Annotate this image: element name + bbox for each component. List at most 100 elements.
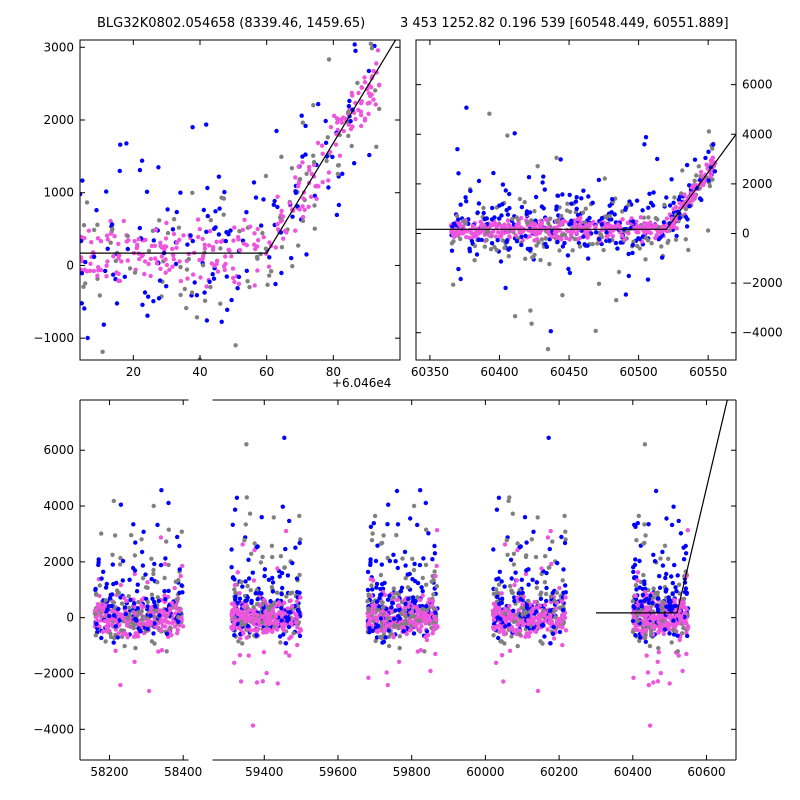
data-point [491, 601, 497, 606]
data-point [672, 597, 677, 603]
data-point [634, 223, 639, 229]
data-point [555, 193, 561, 198]
data-point [375, 543, 380, 548]
data-point [560, 625, 565, 630]
data-point [282, 565, 287, 570]
data-point [551, 608, 556, 614]
data-point [681, 596, 687, 602]
data-point [96, 264, 101, 270]
data-point [249, 551, 254, 556]
data-point [547, 546, 552, 552]
data-point [540, 180, 545, 185]
data-point [174, 209, 179, 215]
data-point [352, 161, 357, 166]
data-point [626, 273, 631, 279]
data-point [429, 611, 434, 616]
data-point [181, 233, 186, 238]
data-point [686, 247, 691, 253]
data-point [593, 328, 598, 334]
data-point [634, 229, 639, 235]
data-point [223, 254, 228, 259]
data-point [522, 200, 527, 205]
data-point [503, 619, 509, 624]
data-point [584, 223, 589, 228]
data-point [532, 221, 538, 227]
data-point [132, 270, 138, 275]
data-point [158, 266, 163, 271]
data-point [667, 681, 672, 686]
data-point [685, 633, 690, 639]
data-point [666, 595, 671, 600]
data-point [391, 586, 396, 591]
data-point [108, 240, 113, 245]
data-point [504, 239, 509, 244]
data-point [456, 266, 461, 272]
data-point [114, 301, 120, 306]
data-point [424, 604, 429, 609]
data-point [387, 558, 393, 564]
data-point [235, 600, 240, 605]
data-point [178, 292, 183, 298]
data-point [384, 622, 390, 628]
data-point [289, 166, 295, 171]
data-point [385, 597, 391, 602]
data-point [423, 562, 429, 568]
data-point [599, 222, 605, 227]
data-point [474, 234, 479, 239]
data-point [311, 153, 316, 158]
data-point [252, 242, 257, 247]
data-point [667, 631, 672, 636]
data-point [244, 210, 249, 215]
y-tick-label: 6000 [742, 78, 773, 92]
data-point [512, 582, 517, 588]
data-point [162, 561, 168, 567]
data-point [581, 188, 586, 193]
data-point [156, 649, 161, 654]
data-point [346, 103, 352, 109]
data-point [644, 622, 649, 627]
data-point [204, 318, 210, 323]
data-point [671, 632, 677, 637]
x-tick-label: 60600 [687, 765, 725, 779]
data-point [406, 604, 411, 609]
data-point [544, 598, 549, 604]
data-point [300, 218, 306, 224]
data-point [156, 165, 161, 170]
data-point [659, 228, 664, 233]
data-point [498, 616, 503, 622]
data-point [113, 624, 118, 629]
data-point [637, 236, 642, 242]
data-point [541, 206, 546, 211]
data-point [229, 297, 234, 303]
data-point [678, 531, 684, 536]
data-point [98, 239, 104, 244]
data-point [217, 206, 222, 211]
data-point [407, 628, 413, 633]
data-point [641, 572, 646, 578]
data-point [531, 621, 536, 627]
data-point [690, 197, 695, 202]
data-point [642, 522, 647, 527]
data-point [125, 233, 130, 239]
data-point [520, 602, 525, 607]
data-point [569, 218, 574, 223]
data-point [114, 580, 119, 586]
data-point [533, 194, 539, 200]
data-point [432, 551, 438, 556]
data-point [362, 75, 367, 80]
data-point [631, 675, 636, 680]
data-point [127, 605, 132, 610]
data-point [560, 578, 565, 583]
data-point [502, 245, 507, 251]
data-point [510, 228, 515, 233]
data-point [385, 682, 390, 688]
data-point [534, 231, 539, 236]
data-point [542, 187, 547, 192]
data-point [631, 569, 636, 575]
data-point [553, 232, 558, 237]
data-point [120, 616, 126, 621]
data-point [259, 515, 264, 520]
data-point [150, 596, 155, 601]
data-point [525, 220, 530, 226]
data-point [382, 592, 388, 598]
